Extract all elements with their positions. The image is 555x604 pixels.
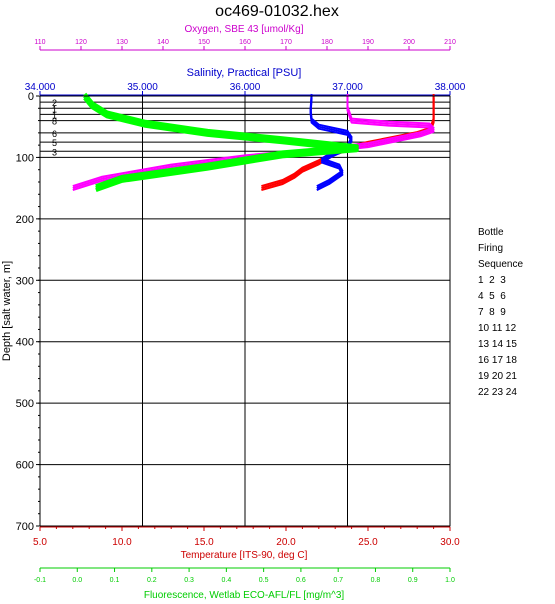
temperature-tick-label: 10.0 [112,537,132,548]
depth-tick-label: 500 [16,398,34,410]
temperature-tick-label: 30.0 [440,537,460,548]
legend-row: 4 5 6 [478,291,506,302]
oxygen-tick-label: 170 [280,39,292,46]
salinity-tick-label: 35.000 [127,82,158,93]
fluorescence-tick-label: 0.8 [371,577,381,584]
fluorescence-tick-label: 0.7 [333,577,343,584]
legend-row: 7 8 9 [478,307,506,318]
temperature-tick-label: 15.0 [194,537,214,548]
fluorescence-tick-label: -0.1 [34,577,46,584]
fluorescence-axis-label: Fluorescence, Wetlab ECO-AFL/FL [mg/m^3] [144,590,345,601]
bottle-firing-label: 1 [52,104,57,114]
depth-tick-label: 600 [16,460,34,472]
salinity-tick-label: 38.000 [435,82,466,93]
depth-tick-label: 200 [16,214,34,226]
fluorescence-tick-label: 1.0 [445,577,455,584]
legend-row: 10 11 12 [478,323,517,334]
fluorescence-tick-label: 0.6 [296,577,306,584]
oxygen-tick-label: 200 [403,39,415,46]
plot-frame [39,95,451,527]
bottle-firing-label: 6 [52,129,57,139]
salinity-tick-label: 37.000 [332,82,363,93]
salinity-tick-label: 36.000 [230,82,261,93]
depth-tick-label: 0 [28,91,34,103]
bottle-firing-label: 2 [52,98,57,108]
temperature-tick-label: 25.0 [358,537,378,548]
temperature-tick-label: 20.0 [276,537,296,548]
depth-tick-label: 400 [16,337,34,349]
oxygen-tick-label: 160 [239,39,251,46]
fluorescence-tick-label: 0.4 [221,577,231,584]
bottle-firing-label: 8 [52,117,57,127]
temperature-tick-label: 5.0 [33,537,47,548]
depth-tick-label: 100 [16,152,34,164]
fluorescence-profile-line [83,96,359,192]
oxygen-tick-label: 210 [444,39,456,46]
fluorescence-tick-label: 0.1 [110,577,120,584]
bottle-firing-label: 5 [52,138,57,148]
oxygen-tick-label: 140 [157,39,169,46]
depth-tick-label: 300 [16,275,34,287]
salinity-tick-label: 34.000 [25,82,56,93]
fluorescence-tick-label: 0.5 [259,577,269,584]
legend-row: 1 2 3 [478,275,506,286]
depth-axis-label: Depth [salt water, m] [1,261,13,361]
bottle-firing-legend: Bottle Firing Sequence 1 2 3 4 5 6 7 8 9… [478,225,523,401]
oxygen-tick-label: 150 [198,39,210,46]
oxygen-tick-label: 130 [116,39,128,46]
fluorescence-tick-label: 0.9 [408,577,418,584]
oxygen-axis-label: Oxygen, SBE 43 [umol/Kg] [185,24,304,35]
fluorescence-tick-label: 0.0 [72,577,82,584]
oxygen-tick-label: 120 [75,39,87,46]
fluorescence-tick-label: 0.2 [147,577,157,584]
oxygen-tick-label: 190 [362,39,374,46]
salinity-axis-label: Salinity, Practical [PSU] [187,67,302,79]
bottle-firing-label: 1 [52,110,57,120]
legend-row: 16 17 18 [478,355,517,366]
legend-title: Bottle Firing Sequence [478,227,524,270]
fluorescence-tick-label: 0.3 [184,577,194,584]
chart-title: oc469-01032.hex [215,3,339,20]
temperature-axis-label: Temperature [ITS-90, deg C] [181,550,308,561]
depth-tick-label: 700 [16,521,34,533]
bottle-firing-label: 3 [52,147,57,157]
legend-row: 22 23 24 [478,387,517,398]
oxygen-tick-label: 110 [34,39,45,46]
legend-row: 19 20 21 [478,371,517,382]
legend-row: 13 14 15 [478,339,517,350]
oxygen-tick-label: 180 [321,39,333,46]
